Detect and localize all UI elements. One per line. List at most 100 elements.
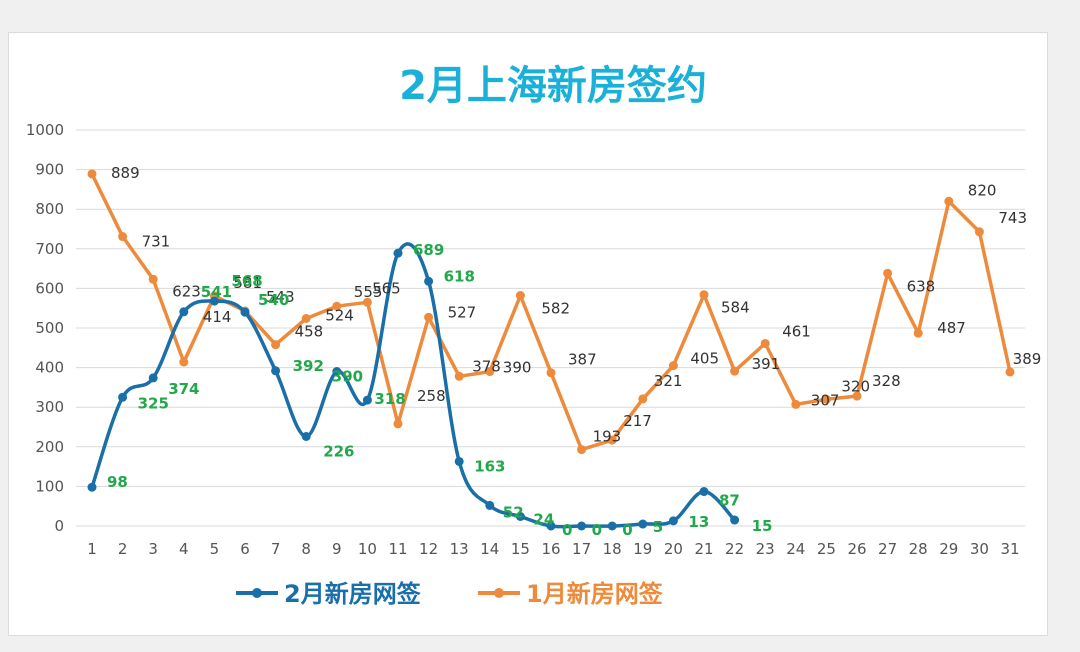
y-tick-label: 600 <box>35 279 64 297</box>
x-tick-label: 11 <box>388 540 407 558</box>
y-tick-label: 300 <box>35 398 64 416</box>
data-label-jan: 889 <box>111 164 140 182</box>
x-tick-label: 10 <box>358 540 377 558</box>
data-point-jan <box>699 290 709 300</box>
data-point-jan <box>760 338 770 348</box>
data-label-jan: 584 <box>721 299 750 317</box>
x-tick-label: 12 <box>419 540 438 558</box>
data-point-feb <box>638 519 648 529</box>
data-point-jan <box>944 196 954 206</box>
data-label-jan: 565 <box>372 279 401 297</box>
data-label-jan: 387 <box>568 351 597 369</box>
data-point-jan <box>821 394 831 404</box>
data-label-jan: 321 <box>654 372 683 390</box>
data-label-jan: 328 <box>872 372 901 390</box>
data-point-feb <box>332 367 342 377</box>
data-point-feb <box>179 307 189 317</box>
data-label-feb: 87 <box>719 492 740 510</box>
data-point-feb <box>271 366 281 376</box>
data-point-jan <box>332 301 342 311</box>
x-tick-label: 15 <box>511 540 530 558</box>
data-label-jan: 378 <box>472 357 501 375</box>
data-point-feb <box>699 487 709 497</box>
data-point-jan <box>1005 367 1015 377</box>
data-label-jan: 623 <box>172 282 201 300</box>
legend-marker-jan <box>494 588 504 598</box>
y-tick-label: 900 <box>35 161 64 179</box>
data-point-feb <box>209 296 219 306</box>
x-tick-label: 25 <box>817 540 836 558</box>
x-tick-label: 30 <box>970 540 989 558</box>
data-label-feb: 52 <box>503 503 524 521</box>
data-point-jan <box>393 419 403 429</box>
data-label-feb: 318 <box>374 390 405 408</box>
x-tick-label: 2 <box>118 540 128 558</box>
data-point-feb <box>546 521 556 531</box>
y-tick-label: 200 <box>35 438 64 456</box>
data-label-jan: 731 <box>142 233 171 251</box>
x-tick-label: 19 <box>633 540 652 558</box>
data-point-jan <box>362 297 372 307</box>
data-point-feb <box>148 373 158 383</box>
x-tick-label: 3 <box>148 540 158 558</box>
x-tick-label: 9 <box>332 540 342 558</box>
x-tick-label: 5 <box>210 540 220 558</box>
y-tick-label: 400 <box>35 359 64 377</box>
data-point-jan <box>454 371 464 381</box>
data-point-feb <box>485 500 495 510</box>
data-label-feb: 163 <box>474 457 505 475</box>
y-tick-label: 0 <box>54 517 64 535</box>
data-label-feb: 374 <box>168 380 199 398</box>
data-point-feb <box>240 307 250 317</box>
data-label-jan: 555 <box>354 283 383 301</box>
data-label-jan: 458 <box>295 323 324 341</box>
x-tick-label: 26 <box>847 540 866 558</box>
data-label-feb: 568 <box>231 272 262 290</box>
data-label-jan: 543 <box>266 288 295 306</box>
data-label-jan: 389 <box>1013 350 1042 368</box>
data-label-feb: 0 <box>562 521 572 539</box>
data-point-jan <box>883 268 893 278</box>
data-point-jan <box>148 274 158 284</box>
data-label-feb: 13 <box>688 513 709 531</box>
x-tick-label: 17 <box>572 540 591 558</box>
x-tick-label: 14 <box>480 540 499 558</box>
chart-frame <box>8 32 1048 636</box>
data-label-feb: 618 <box>444 267 475 285</box>
data-label-jan: 193 <box>593 428 622 446</box>
data-point-jan <box>577 445 587 455</box>
data-label-jan: 820 <box>968 181 997 199</box>
data-label-jan: 217 <box>623 412 652 430</box>
data-label-jan: 258 <box>417 387 446 405</box>
data-label-jan: 414 <box>203 308 232 326</box>
data-point-jan <box>118 232 128 242</box>
x-axis-ticks: 1 2 3 4 5 6 7 8 9 10 11 12 13 14 15 16 17 18 19 20 21 22 23 24 2… <box>87 540 1019 558</box>
data-label-feb: 226 <box>323 443 354 461</box>
data-label-jan: 638 <box>907 277 936 295</box>
data-point-feb <box>577 521 587 531</box>
data-point-feb <box>362 395 372 405</box>
data-point-jan <box>271 340 281 350</box>
y-tick-label: 700 <box>35 240 64 258</box>
data-point-jan <box>515 291 525 301</box>
data-point-jan <box>87 169 97 179</box>
data-label-jan: 405 <box>690 350 719 368</box>
x-tick-label: 27 <box>878 540 897 558</box>
data-label-feb: 0 <box>592 521 602 539</box>
y-tick-label: 100 <box>35 477 64 495</box>
data-point-jan <box>179 357 189 367</box>
x-tick-label: 16 <box>541 540 560 558</box>
data-label-jan: 582 <box>541 300 570 318</box>
data-point-jan <box>638 394 648 404</box>
x-tick-label: 6 <box>240 540 250 558</box>
data-label-jan: 743 <box>998 209 1027 227</box>
x-tick-label: 4 <box>179 540 189 558</box>
data-label-jan: 307 <box>811 391 840 409</box>
grid-lines <box>76 129 1025 527</box>
data-label-feb: 98 <box>107 473 128 491</box>
x-tick-label: 28 <box>909 540 928 558</box>
data-label-feb: 325 <box>138 394 169 412</box>
data-label-feb: 15 <box>752 517 773 535</box>
data-label-feb: 0 <box>622 521 632 539</box>
